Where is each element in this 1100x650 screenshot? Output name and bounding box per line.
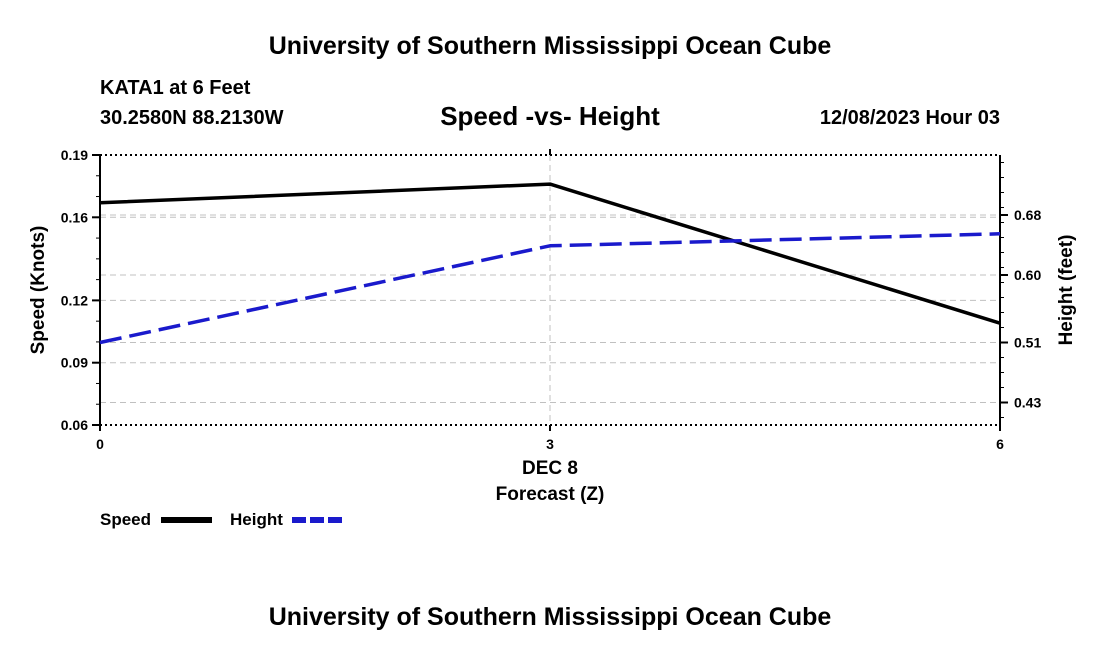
x-tick-label: 0 <box>96 436 104 452</box>
right-tick-label: 0.68 <box>1014 207 1041 223</box>
left-axis-label: Speed (Knots) <box>28 226 49 355</box>
left-tick-label: 0.19 <box>61 147 88 163</box>
left-tick-label: 0.06 <box>61 417 88 433</box>
left-tick-label: 0.09 <box>61 355 88 371</box>
legend-height-label: Height <box>230 510 283 529</box>
gridlines <box>100 155 1000 425</box>
forecast-datetime: 12/08/2023 Hour 03 <box>820 107 1000 129</box>
legend: Speed Height <box>100 510 343 529</box>
footer-title: University of Southern Mississippi Ocean… <box>269 603 832 631</box>
right-tick-label: 0.43 <box>1014 395 1041 411</box>
right-axis-label: Height (feet) <box>1056 235 1077 346</box>
series-line-height <box>99 232 1001 345</box>
station-coords: 30.2580N 88.2130W <box>100 107 284 129</box>
x-tick-label: 6 <box>996 436 1004 452</box>
left-tick-label: 0.16 <box>61 209 88 225</box>
series-line-speed <box>99 182 1001 325</box>
page-title: University of Southern Mississippi Ocean… <box>269 32 832 60</box>
right-tick-label: 0.60 <box>1014 267 1041 283</box>
left-tick-label: 0.12 <box>61 292 88 308</box>
legend-speed-label: Speed <box>100 510 151 529</box>
x-axis-date: DEC 8 <box>522 458 578 479</box>
plot-title: Speed -vs- Height <box>440 101 660 131</box>
series-group <box>99 182 1001 345</box>
x-axis-label: Forecast (Z) <box>496 484 605 505</box>
x-tick-label: 3 <box>546 436 554 452</box>
station-label: KATA1 at 6 Feet <box>100 77 251 99</box>
axis-ticks: 0.19 0.16 0.12 0.09 0.06 0.68 0.60 0.51 0.43 0 3 6 <box>61 147 1042 452</box>
right-tick-label: 0.51 <box>1014 335 1041 351</box>
